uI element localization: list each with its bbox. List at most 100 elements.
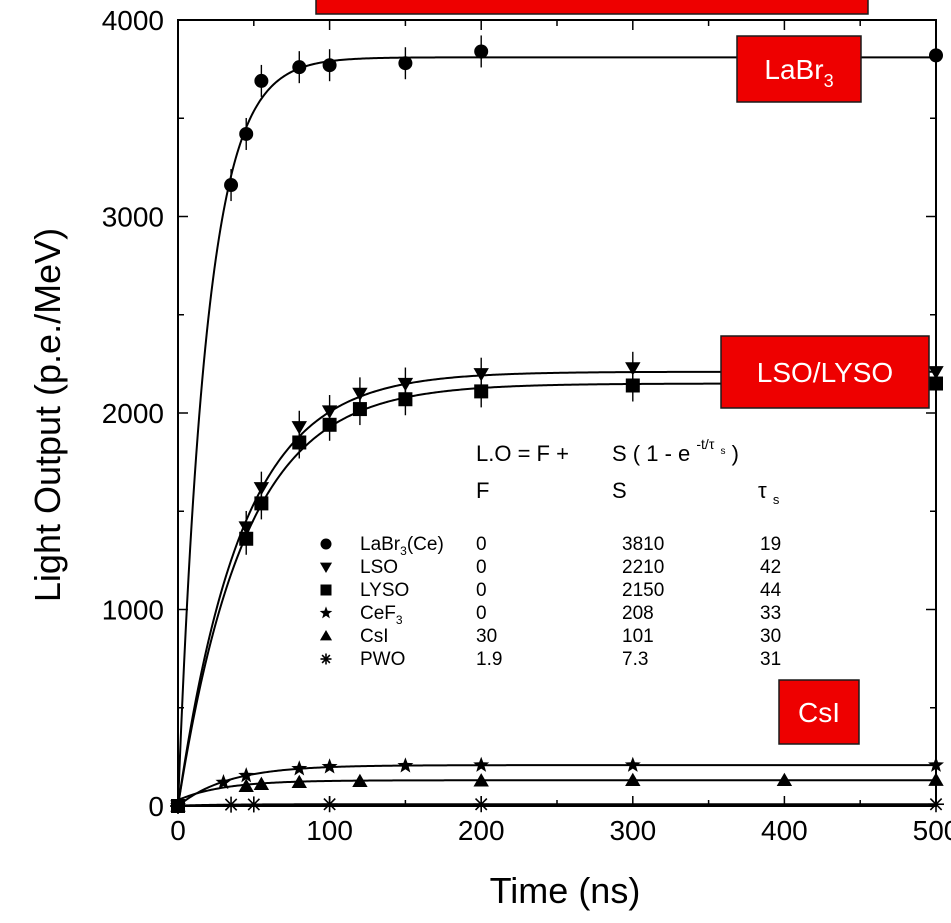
- legend-label: LSO: [360, 557, 398, 578]
- legend-label: LaBr3(Ce): [360, 534, 444, 558]
- point-pwo: [170, 798, 186, 814]
- point-csi: [238, 778, 254, 792]
- point-cef: [291, 760, 308, 776]
- point-labr: [398, 56, 413, 71]
- x-tick-label: 500: [913, 815, 951, 846]
- x-tick-label: 400: [761, 815, 808, 846]
- y-axis-label: Light Output (p.e./MeV): [27, 228, 68, 602]
- legend-tau-value: 33: [760, 603, 781, 624]
- legend-tau-value: 42: [760, 557, 781, 578]
- point-labr: [254, 73, 269, 88]
- point-lso: [473, 368, 489, 382]
- fit-formula: L.O = F + S ( 1 - e -t/τ s ) F S τ s: [476, 429, 780, 507]
- x-tick-label: 0: [170, 815, 186, 846]
- fit-curve-csi: [177, 779, 936, 807]
- legend-f-value: 0: [476, 534, 487, 555]
- x-tick-label: 200: [458, 815, 505, 846]
- badge-labr3: [736, 35, 862, 103]
- point-cef: [473, 756, 490, 772]
- axis-ticks: 010020030040050001000200030004000: [102, 5, 951, 846]
- legend-s-value: 101: [622, 626, 654, 647]
- legend-label: PWO: [360, 649, 405, 670]
- x-tick-label: 100: [306, 815, 353, 846]
- point-cef: [238, 767, 255, 783]
- point-lyso: [254, 496, 269, 511]
- badge-lso-lyso: [720, 335, 930, 409]
- point-lyso: [929, 376, 943, 391]
- y-tick-label: 3000: [102, 202, 164, 233]
- point-cef: [397, 757, 414, 773]
- legend-label: LYSO: [360, 580, 409, 601]
- point-csi: [291, 774, 307, 789]
- x-axis-label: Time (ns): [490, 870, 641, 911]
- legend-f-value: 1.9: [476, 649, 502, 670]
- point-pwo: [245, 796, 262, 813]
- formula-exponent-sub: s: [720, 446, 725, 457]
- point-csi: [928, 772, 944, 786]
- legend-f-value: 30: [476, 626, 497, 647]
- point-cef: [928, 756, 944, 772]
- legend-marker-lso: [319, 562, 333, 574]
- badge-top-banner: [315, 0, 869, 15]
- legend-tau-value: 19: [760, 534, 781, 555]
- x-tick-label: 300: [609, 815, 656, 846]
- legend-f-value: 0: [476, 603, 487, 624]
- legend-marker-labr: [320, 538, 332, 550]
- column-tau-sub: s: [773, 492, 780, 507]
- point-labr: [929, 48, 943, 63]
- badge-label-lso-lyso: LSO/LYSO: [757, 357, 893, 388]
- column-f: F: [476, 478, 489, 503]
- point-cef: [321, 758, 338, 774]
- svg-text:τ s: τ s: [758, 478, 780, 507]
- point-lso: [625, 362, 641, 376]
- point-lyso: [352, 402, 367, 417]
- legend-f-value: 0: [476, 580, 487, 601]
- svg-text:L.O = F + S ( 1 - e: L.O = F + S ( 1 - e -t/τ s ): [476, 429, 739, 466]
- annotation-badges: LaBr3 LSO/LYSO CsI: [315, 0, 930, 745]
- point-pwo: [321, 796, 338, 813]
- point-lyso: [292, 435, 307, 450]
- point-lyso: [625, 378, 640, 393]
- y-tick-label: 0: [148, 791, 164, 822]
- column-s: S: [612, 478, 627, 503]
- point-labr: [292, 60, 307, 75]
- legend-label: CeF3: [360, 603, 403, 627]
- formula-exponent: -t/τ: [696, 436, 714, 452]
- legend: LaBr3(Ce) 0 3810 19 LSO 0 2210 42 LYSO 0 2150 44 CeF…: [319, 534, 782, 670]
- formula-rhs: S ( 1 - e: [612, 441, 690, 466]
- data-points: [170, 35, 944, 814]
- point-labr: [239, 126, 254, 141]
- point-lyso: [474, 384, 489, 399]
- point-csi: [253, 776, 270, 790]
- legend-marker-cef: [319, 606, 333, 619]
- point-csi: [473, 773, 489, 787]
- point-lyso: [398, 392, 413, 407]
- point-labr: [322, 58, 337, 73]
- y-tick-label: 4000: [102, 5, 164, 36]
- legend-f-value: 0: [476, 557, 487, 578]
- legend-marker-pwo: [320, 653, 332, 665]
- point-labr: [224, 178, 239, 193]
- point-labr: [474, 44, 489, 59]
- point-lyso: [239, 531, 254, 546]
- legend-s-value: 7.3: [622, 649, 648, 670]
- point-csi: [776, 772, 793, 787]
- point-cef: [215, 774, 232, 790]
- legend-tau-value: 31: [760, 649, 781, 670]
- point-csi: [352, 773, 368, 788]
- legend-tau-value: 44: [760, 580, 782, 601]
- badge-label-labr3: LaBr3: [764, 54, 833, 91]
- point-csi: [625, 772, 641, 787]
- fit-curve-cef: [177, 764, 936, 807]
- column-tau: τ: [758, 478, 767, 503]
- badge-csi: [778, 679, 860, 745]
- fit-curve-pwo: [177, 803, 936, 807]
- legend-label: CsI: [360, 626, 389, 647]
- y-tick-label: 2000: [102, 398, 164, 429]
- y-tick-label: 1000: [102, 595, 164, 626]
- point-pwo: [223, 796, 240, 813]
- point-pwo: [473, 796, 490, 813]
- legend-s-value: 2210: [622, 557, 664, 578]
- formula-lhs: L.O = F +: [476, 441, 569, 466]
